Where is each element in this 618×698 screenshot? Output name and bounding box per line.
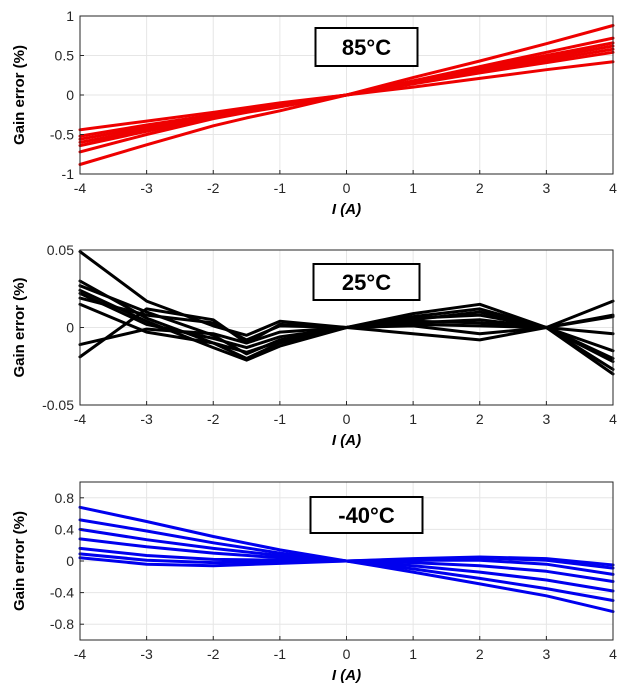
y-tick-label: 0.4 bbox=[55, 521, 75, 537]
y-axis-label: Gain error (%) bbox=[11, 277, 28, 377]
temperature-label: 85°C bbox=[342, 35, 391, 60]
temperature-label: -40°C bbox=[338, 503, 395, 528]
x-tick-label: 3 bbox=[542, 411, 550, 427]
x-tick-label: -4 bbox=[74, 646, 87, 662]
temperature-box bbox=[314, 27, 419, 67]
x-tick-label: -2 bbox=[207, 411, 220, 427]
temperature-box bbox=[312, 263, 421, 301]
y-axis-label: Gain error (%) bbox=[11, 45, 28, 145]
x-tick-label: 0 bbox=[343, 411, 351, 427]
y-tick-label: 0 bbox=[66, 320, 74, 336]
x-tick-label: 4 bbox=[609, 180, 617, 196]
x-tick-label: 3 bbox=[542, 180, 550, 196]
y-tick-label: -0.4 bbox=[50, 585, 74, 601]
y-tick-label: -0.8 bbox=[50, 616, 74, 632]
temperature-label: 25°C bbox=[342, 270, 391, 295]
x-axis-label: I (A) bbox=[332, 201, 361, 218]
x-tick-label: -3 bbox=[140, 646, 153, 662]
x-tick-label: 4 bbox=[609, 646, 617, 662]
series-line-7 bbox=[78, 307, 615, 359]
series-line-1 bbox=[78, 24, 615, 166]
x-tick-label: -2 bbox=[207, 180, 220, 196]
y-axis-label: Gain error (%) bbox=[11, 511, 28, 611]
x-tick-label: -4 bbox=[74, 411, 87, 427]
temperature-box bbox=[309, 496, 424, 534]
x-tick-label: 2 bbox=[476, 411, 484, 427]
chart-panel-1: -4 -3 -2 -1 0 1 2 3 4 -1 -0.5 0 0.5 1 I (A) Gain error … bbox=[11, 8, 617, 218]
series-line-9 bbox=[78, 302, 615, 360]
x-tick-label: 1 bbox=[409, 646, 417, 662]
x-axis-label: I (A) bbox=[332, 667, 361, 684]
x-tick-label: 2 bbox=[476, 180, 484, 196]
x-axis-label: I (A) bbox=[332, 432, 361, 449]
x-tick-label: -1 bbox=[274, 411, 287, 427]
series-line-7 bbox=[78, 60, 615, 132]
x-tick-label: 4 bbox=[609, 411, 617, 427]
x-tick-label: 2 bbox=[476, 646, 484, 662]
y-tick-label: 0.5 bbox=[55, 48, 75, 64]
series-line-4 bbox=[78, 288, 615, 371]
x-tick-label: 0 bbox=[343, 180, 351, 196]
x-tick-label: 1 bbox=[409, 411, 417, 427]
x-tick-label: -1 bbox=[274, 180, 287, 196]
series-line-8 bbox=[78, 313, 615, 347]
y-tick-label: -0.05 bbox=[42, 397, 74, 413]
x-tick-label: -3 bbox=[140, 411, 153, 427]
chart-panel-3: -4 -3 -2 -1 0 1 2 3 4 -0.8 -0.4 0 0.4 0.8 I (A) Gain er… bbox=[11, 481, 617, 684]
x-tick-label: 0 bbox=[343, 646, 351, 662]
x-tick-label: -2 bbox=[207, 646, 220, 662]
x-tick-label: -1 bbox=[274, 646, 287, 662]
y-tick-label: 0 bbox=[66, 87, 74, 103]
x-tick-label: -3 bbox=[140, 180, 153, 196]
y-tick-label: 0 bbox=[66, 553, 74, 569]
y-tick-label: 0.8 bbox=[55, 490, 75, 506]
y-tick-label: 1 bbox=[66, 8, 74, 24]
x-tick-label: 3 bbox=[542, 646, 550, 662]
y-tick-label: 0.05 bbox=[47, 242, 74, 258]
x-tick-label: 1 bbox=[409, 180, 417, 196]
y-tick-label: -1 bbox=[62, 166, 75, 182]
y-tick-label: -0.5 bbox=[50, 127, 74, 143]
x-tick-label: -4 bbox=[74, 180, 87, 196]
chart-panel-2: -4 -3 -2 -1 0 1 2 3 4 -0.05 0 0.05 I (A) Gain error (… bbox=[11, 242, 617, 449]
series-line-7 bbox=[78, 555, 615, 568]
